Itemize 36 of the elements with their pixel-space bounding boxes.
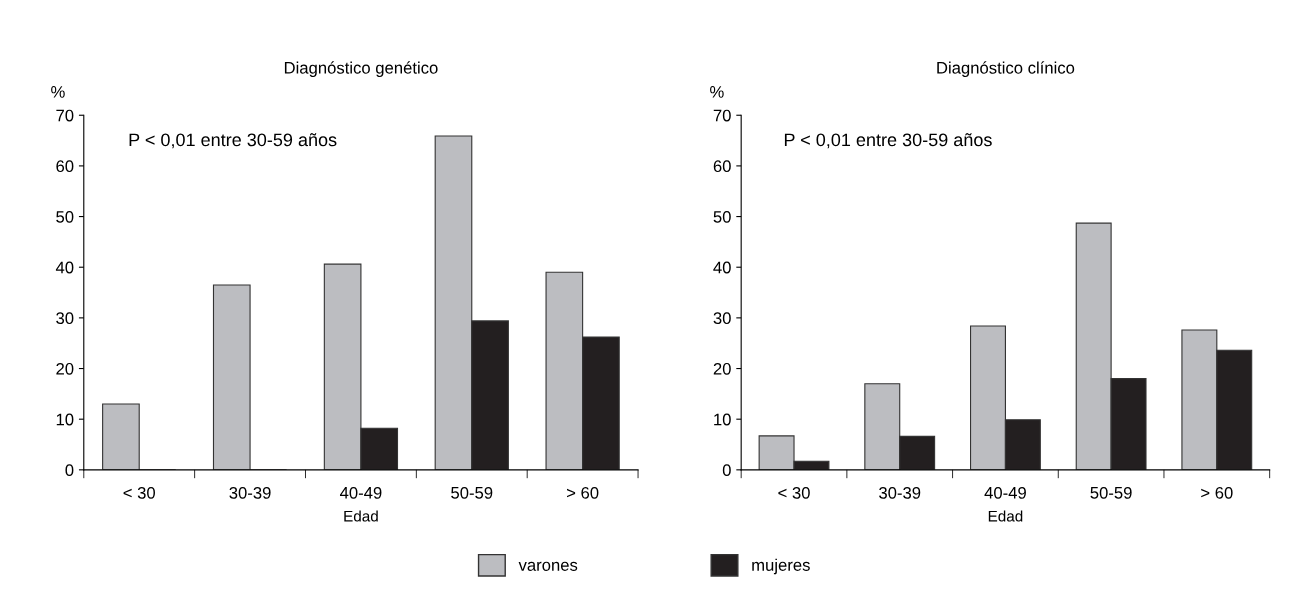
- y-axis-title: %: [51, 86, 65, 98]
- y-tick-label: 50: [713, 210, 731, 223]
- y-tick-label: 20: [56, 362, 74, 375]
- y-tick-label: 0: [722, 464, 731, 477]
- y-tick-label: 10: [56, 413, 74, 426]
- x-tick-label: < 30: [778, 486, 810, 499]
- x-tick-label: > 60: [567, 486, 599, 499]
- x-tick-label: 50-59: [451, 486, 493, 499]
- y-tick-label: 40: [55, 261, 74, 274]
- legend-label: varones: [518, 561, 578, 571]
- x-tick-label: 30-39: [879, 486, 921, 499]
- x-tick-label: > 60: [1201, 486, 1233, 499]
- annotation: P < 0,01 entre 30-59 años: [784, 133, 992, 149]
- x-tick-label: < 30: [123, 486, 156, 499]
- chart-title: Diagnóstico genético: [284, 61, 438, 78]
- legend-label: mujeres: [752, 558, 810, 575]
- y-tick-label: 40: [713, 261, 731, 274]
- y-tick-label: 70: [713, 109, 731, 122]
- y-tick-label: 60: [56, 160, 74, 173]
- x-axis-title: Edad: [988, 510, 1023, 522]
- y-tick-label: 20: [713, 362, 731, 375]
- y-tick-label: 50: [56, 210, 74, 223]
- annotation: P < 0,01 entre 30-59 años: [129, 133, 337, 149]
- y-axis-title: %: [710, 86, 724, 98]
- chart-title: Diagnóstico clínico: [937, 61, 1075, 78]
- x-tick-label: 40-49: [984, 486, 1026, 499]
- y-tick-label: 10: [714, 413, 731, 426]
- y-tick-label: 30: [56, 312, 74, 325]
- x-tick-label: 30-39: [229, 486, 271, 499]
- y-tick-label: 60: [713, 160, 731, 173]
- x-tick-label: 50-59: [1090, 486, 1132, 499]
- x-tick-label: 40-49: [339, 486, 382, 499]
- y-tick-label: 30: [713, 312, 731, 325]
- y-tick-label: 0: [65, 464, 74, 477]
- y-tick-label: 70: [56, 109, 74, 122]
- x-axis-title: Edad: [344, 510, 378, 522]
